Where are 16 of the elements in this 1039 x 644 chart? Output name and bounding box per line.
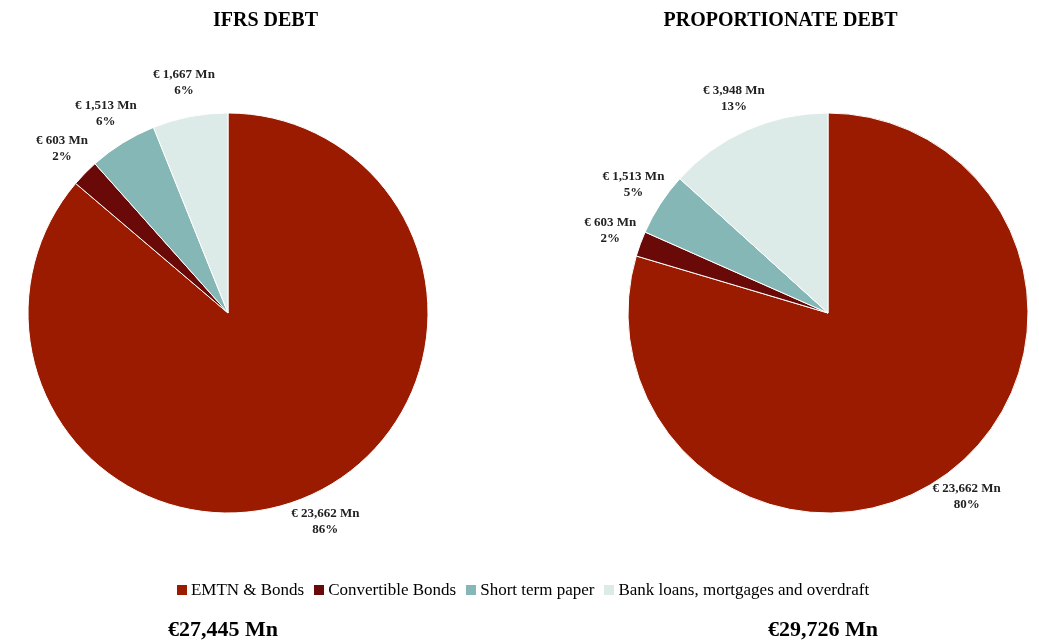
data-label: € 1,513 Mn 6% [74,96,138,128]
legend-label: Convertible Bonds [327,580,457,600]
chart-title: IFRS DEBT [212,8,319,32]
data-label: € 3,948 Mn 13% [703,81,766,113]
legend-label: Short term paper [479,580,595,600]
legend-label: Bank loans, mortgages and overdraft [617,580,870,600]
chart-title: PROPORTIONATE DEBT [662,8,899,32]
legend-label: EMTN & Bonds [189,580,305,600]
text: €29,726 Mn [767,616,879,642]
data-label: € 23,662 Mn 80% [932,479,1002,511]
data-label: € 603 Mn 2% [584,213,638,245]
data-label: € 1,667 Mn 6% [153,66,216,98]
data-label: € 603 Mn 2% [36,131,89,163]
data-label: € 23,662 Mn 86% [291,504,361,536]
data-label: € 1,513 Mn 5% [602,167,666,199]
text: €27,445 Mn [167,616,279,642]
